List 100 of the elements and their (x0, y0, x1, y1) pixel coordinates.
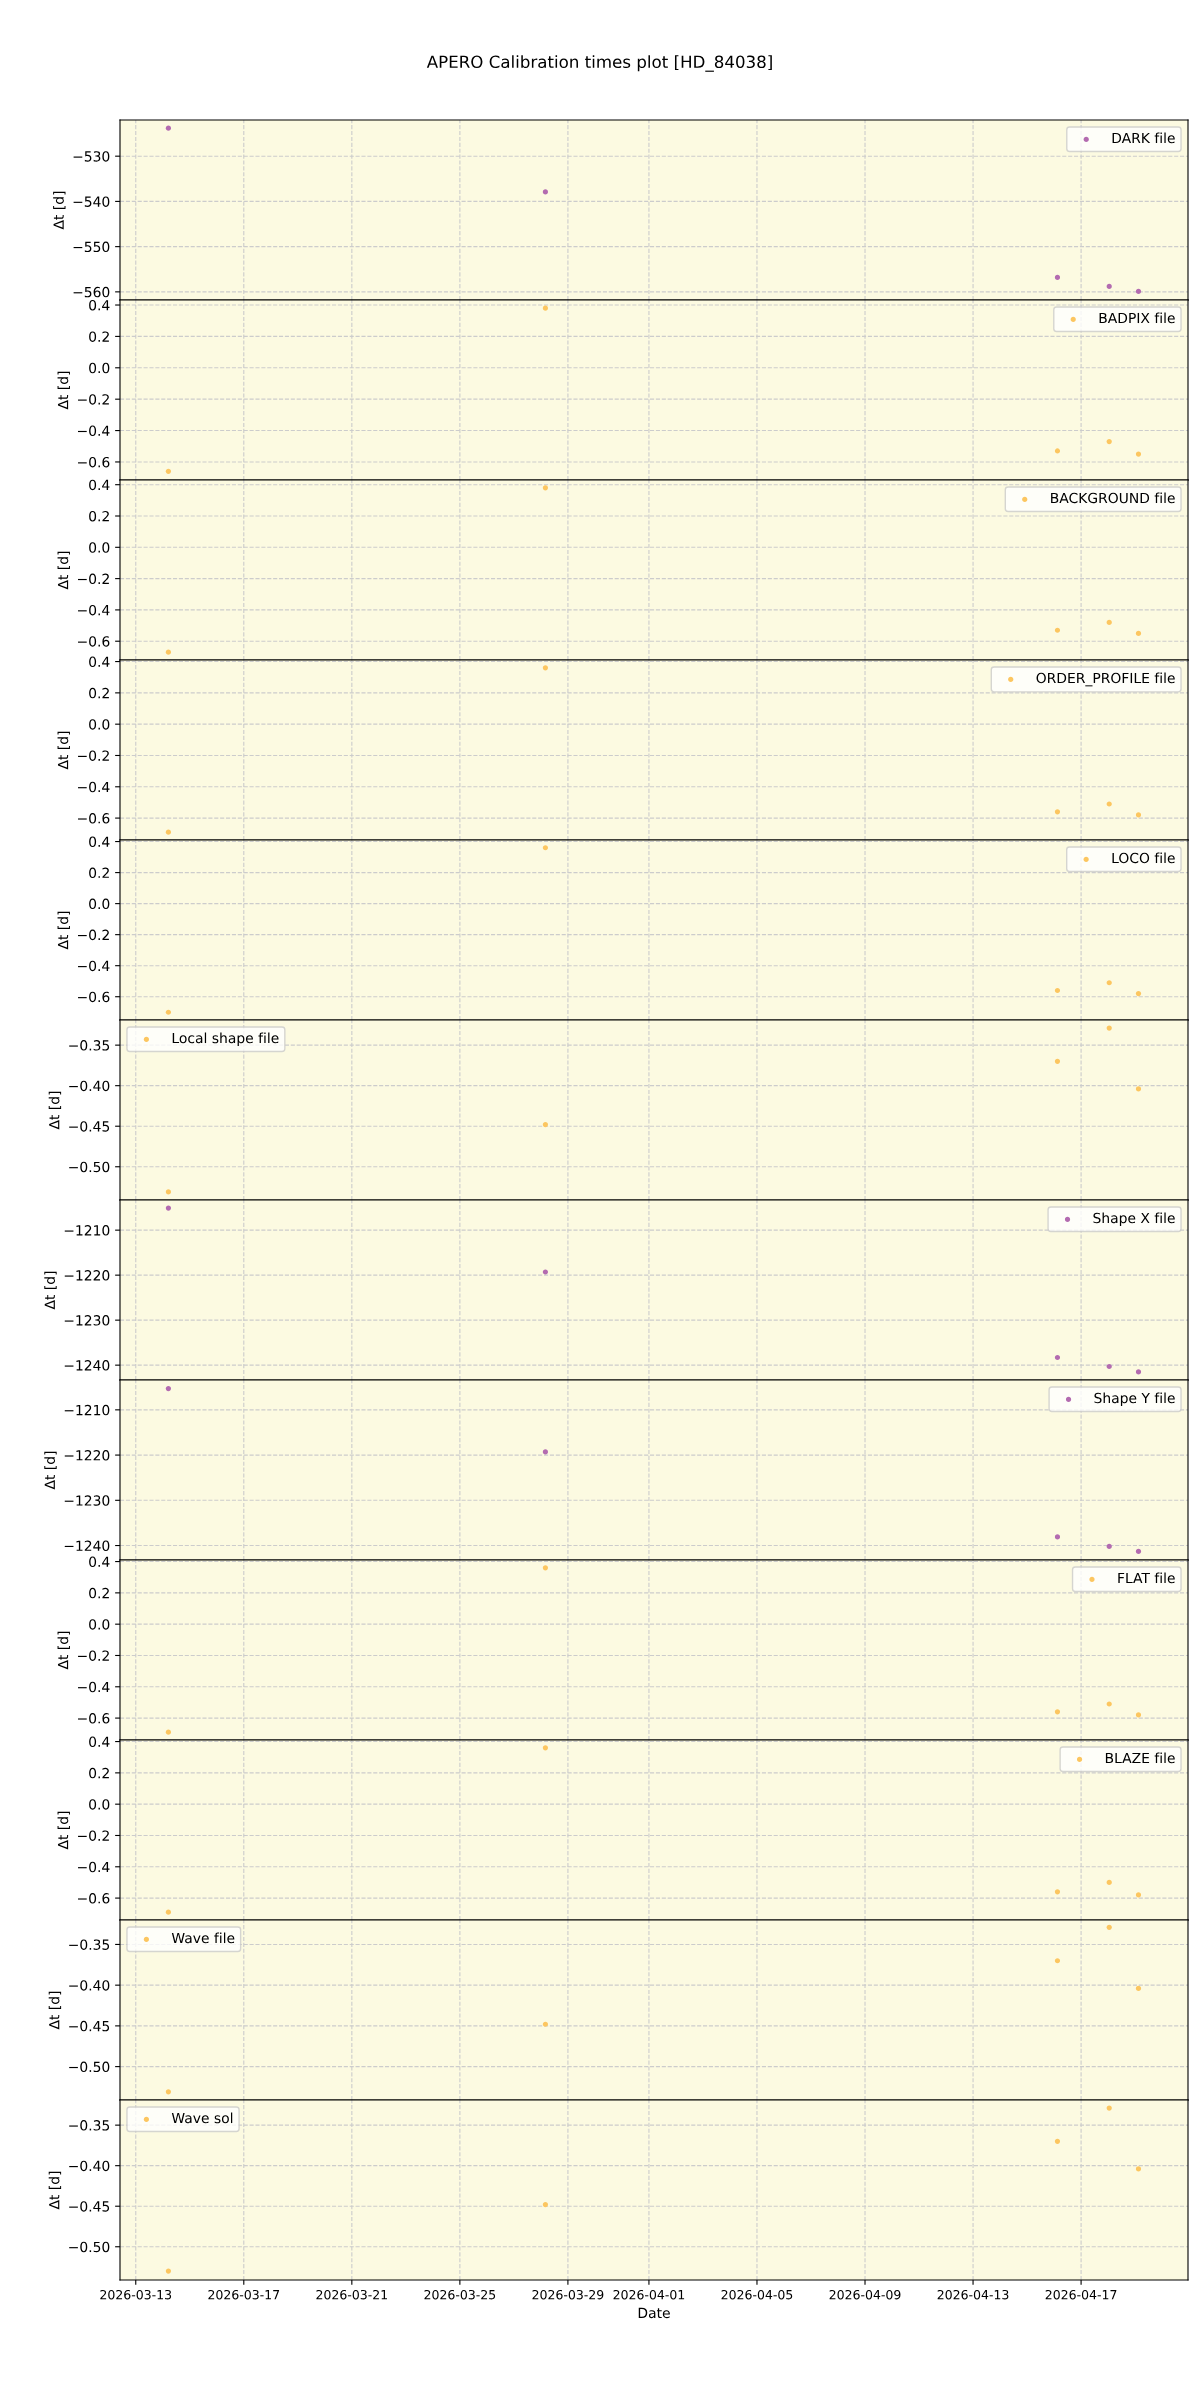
y-axis-title: Δt [d] (48, 2171, 62, 2210)
y-tick-label: 0.2 (89, 510, 109, 522)
point (165, 1009, 171, 1015)
point (165, 2089, 171, 2095)
point (1106, 283, 1112, 290)
y-tick-label: 0.0 (89, 542, 110, 553)
y-tick-label: −0.2 (78, 1830, 109, 1841)
point (1054, 1354, 1061, 1361)
y-tick-label: −0.6 (78, 991, 110, 1003)
y-tick-label: −1210 (64, 1225, 110, 1236)
point (1135, 1985, 1142, 1992)
y-tick-label: −0.6 (78, 456, 110, 468)
legend-label: Shape Y file (1094, 1392, 1175, 1406)
point (165, 649, 171, 655)
y-tick-label: 0.2 (89, 1587, 109, 1599)
legend-label: BADPIX file (1099, 312, 1175, 324)
y-tick-label: −0.4 (78, 1681, 110, 1693)
legend-label: BLAZE file (1105, 1752, 1175, 1764)
legend-label: FLAT file (1118, 1572, 1175, 1584)
y-tick-label: 0.0 (89, 898, 110, 910)
point (165, 829, 171, 835)
point (1106, 1701, 1112, 1707)
y-tick-label: −0.4 (78, 425, 110, 437)
point (1135, 1369, 1142, 1375)
y-axis-title: Δt [d] (48, 1991, 62, 2030)
point (1135, 1086, 1142, 1092)
point (165, 1909, 171, 1915)
y-tick-label: 0.0 (89, 1619, 110, 1630)
point (1054, 1958, 1061, 1964)
y-tick-label: −0.4 (78, 1861, 110, 1873)
y-tick-label: −550 (73, 241, 110, 253)
point (1054, 448, 1061, 454)
point (542, 1269, 548, 1275)
y-tick-label: −0.6 (78, 1893, 110, 1904)
point (1054, 1058, 1061, 1064)
x-axis-title: Date (638, 2307, 670, 2319)
y-tick-label: 0.2 (89, 1767, 109, 1779)
y-tick-label: −0.2 (78, 573, 109, 585)
y-axis-title: Δt [d] (44, 1451, 57, 1490)
y-tick-label: −0.45 (69, 2020, 110, 2032)
y-tick-label: −1230 (64, 1495, 110, 1506)
y-tick-label: 0.0 (89, 1799, 110, 1810)
point (542, 2021, 548, 2027)
point (1106, 801, 1112, 807)
y-tick-label: −1220 (64, 1270, 110, 1281)
point (1054, 987, 1061, 994)
point (165, 1189, 171, 1195)
y-tick-label: 0.2 (89, 331, 109, 342)
point (542, 305, 548, 311)
point (1054, 627, 1061, 633)
y-tick-label: −0.40 (69, 1980, 110, 1991)
y-tick-label: −1210 (64, 1404, 110, 1416)
y-tick-label: −0.6 (78, 636, 110, 647)
y-tick-label: −540 (73, 196, 110, 207)
y-tick-label: −1240 (64, 1360, 110, 1371)
y-tick-label: 0.2 (89, 867, 109, 879)
x-tick-label: 2026-04-01 (613, 2289, 685, 2300)
point (165, 2268, 171, 2274)
legend-label: LOCO file (1112, 852, 1175, 864)
y-tick-label: −0.50 (69, 2241, 110, 2253)
y-tick-label: −0.4 (78, 781, 110, 793)
y-tick-label: −0.35 (69, 1939, 110, 1950)
x-tick-label: 2026-03-21 (316, 2289, 387, 2300)
point (1106, 2105, 1112, 2111)
point (1135, 451, 1142, 457)
point (1135, 991, 1142, 997)
point (165, 1385, 171, 1392)
point (1135, 1548, 1142, 1554)
point (1054, 809, 1061, 815)
y-tick-label: −0.2 (78, 1650, 109, 1661)
legend-label: ORDER_PROFILE file (1036, 672, 1175, 687)
point (165, 1205, 171, 1211)
point (1135, 1892, 1142, 1898)
y-tick-label: 0.0 (89, 719, 110, 730)
y-tick-label: −0.4 (78, 604, 110, 616)
point (1106, 1924, 1112, 1930)
point (1054, 1534, 1061, 1540)
y-tick-label: −0.40 (69, 1080, 110, 1092)
y-tick-label: −0.35 (69, 1040, 110, 1051)
point (1135, 812, 1142, 818)
point (1106, 438, 1112, 445)
y-tick-label: −1230 (64, 1315, 110, 1326)
y-tick-label: 0.0 (89, 362, 110, 374)
y-tick-label: −0.50 (69, 1161, 110, 1173)
x-tick-label: 2026-04-05 (721, 2289, 793, 2300)
point (1135, 2166, 1142, 2172)
y-tick-label: 0.4 (89, 479, 110, 491)
y-axis-title: Δt [d] (57, 1811, 70, 1850)
y-tick-label: −0.4 (78, 960, 110, 972)
y-tick-label: −1220 (64, 1450, 110, 1461)
point (542, 665, 548, 671)
point (542, 1449, 548, 1455)
y-axis-title: Δt [d] (57, 1631, 70, 1670)
y-axis-title: Δt [d] (57, 551, 70, 590)
y-tick-label: −0.50 (69, 2061, 110, 2073)
point (1106, 1025, 1112, 1031)
point (1054, 2138, 1061, 2144)
x-tick-label: 2026-03-13 (100, 2289, 172, 2300)
legend-label: Local shape file (172, 1032, 279, 1046)
y-axis-title: Δt [d] (44, 1271, 57, 1310)
